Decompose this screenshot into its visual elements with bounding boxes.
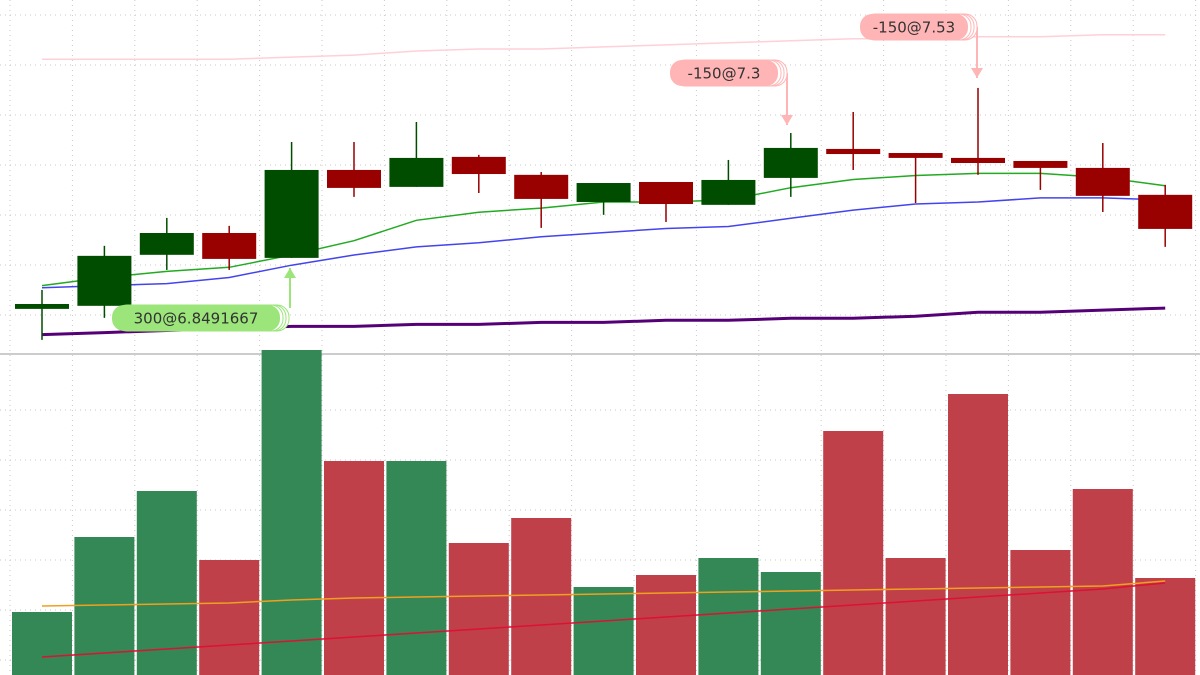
trade-annotation: -150@7.3: [670, 59, 793, 125]
candle-body: [763, 147, 818, 178]
volume-bar: [698, 558, 759, 675]
candle-body: [139, 232, 194, 255]
volume-bar: [448, 543, 509, 675]
volume-bar: [1072, 489, 1133, 675]
moving-average-line: [42, 33, 1166, 60]
trade-label-box: [112, 305, 280, 331]
volume-bar: [386, 461, 447, 675]
trade-arrow-head: [284, 268, 296, 278]
volume-average-line: [41, 582, 1166, 658]
volume-bar: [12, 612, 72, 675]
candle-body: [1013, 160, 1068, 168]
volume-average-line: [41, 580, 1166, 607]
trade-annotation: 300@6.8491667: [112, 268, 296, 332]
trade-label: -150@7.53: [873, 19, 955, 37]
trade-label: -150@7.3: [688, 65, 761, 83]
candle-body: [1075, 167, 1130, 196]
candle-body: [451, 156, 506, 175]
volume-bar: [948, 394, 1008, 675]
trade-arrow-head: [781, 115, 793, 125]
volume-bar: [573, 587, 634, 675]
trade-label: 300@6.8491667: [134, 310, 259, 328]
trade-label-box: [860, 14, 968, 40]
volume-bar: [136, 491, 197, 675]
trade-annotation: -150@7.53: [860, 13, 983, 78]
candle-body: [202, 232, 257, 259]
candle-body: [77, 255, 132, 306]
volume-bar: [511, 518, 572, 675]
candle-body: [888, 153, 943, 158]
volume-bar: [823, 431, 884, 675]
candle-body: [1138, 194, 1193, 229]
volume-bar: [760, 572, 821, 675]
candle-body: [826, 148, 881, 155]
trade-arrow-head: [971, 68, 983, 78]
candle-body: [576, 183, 631, 202]
trade-label-box: [670, 60, 778, 86]
candle-body: [389, 157, 444, 187]
volume-bar: [636, 575, 696, 675]
candle-body: [639, 181, 693, 205]
candle-body: [951, 157, 1005, 164]
candle-body: [701, 179, 756, 205]
candle-body: [514, 174, 569, 199]
volume-bar: [1010, 550, 1071, 675]
candle-body: [327, 169, 381, 188]
moving-average-line: [41, 197, 1166, 289]
candle-body: [264, 169, 319, 258]
volume-bar: [324, 461, 384, 675]
candle-body: [15, 303, 69, 309]
volume-bar: [199, 560, 260, 675]
volume-bar: [261, 350, 322, 675]
volume-bar: [1135, 578, 1196, 675]
volume-bar: [885, 558, 946, 675]
